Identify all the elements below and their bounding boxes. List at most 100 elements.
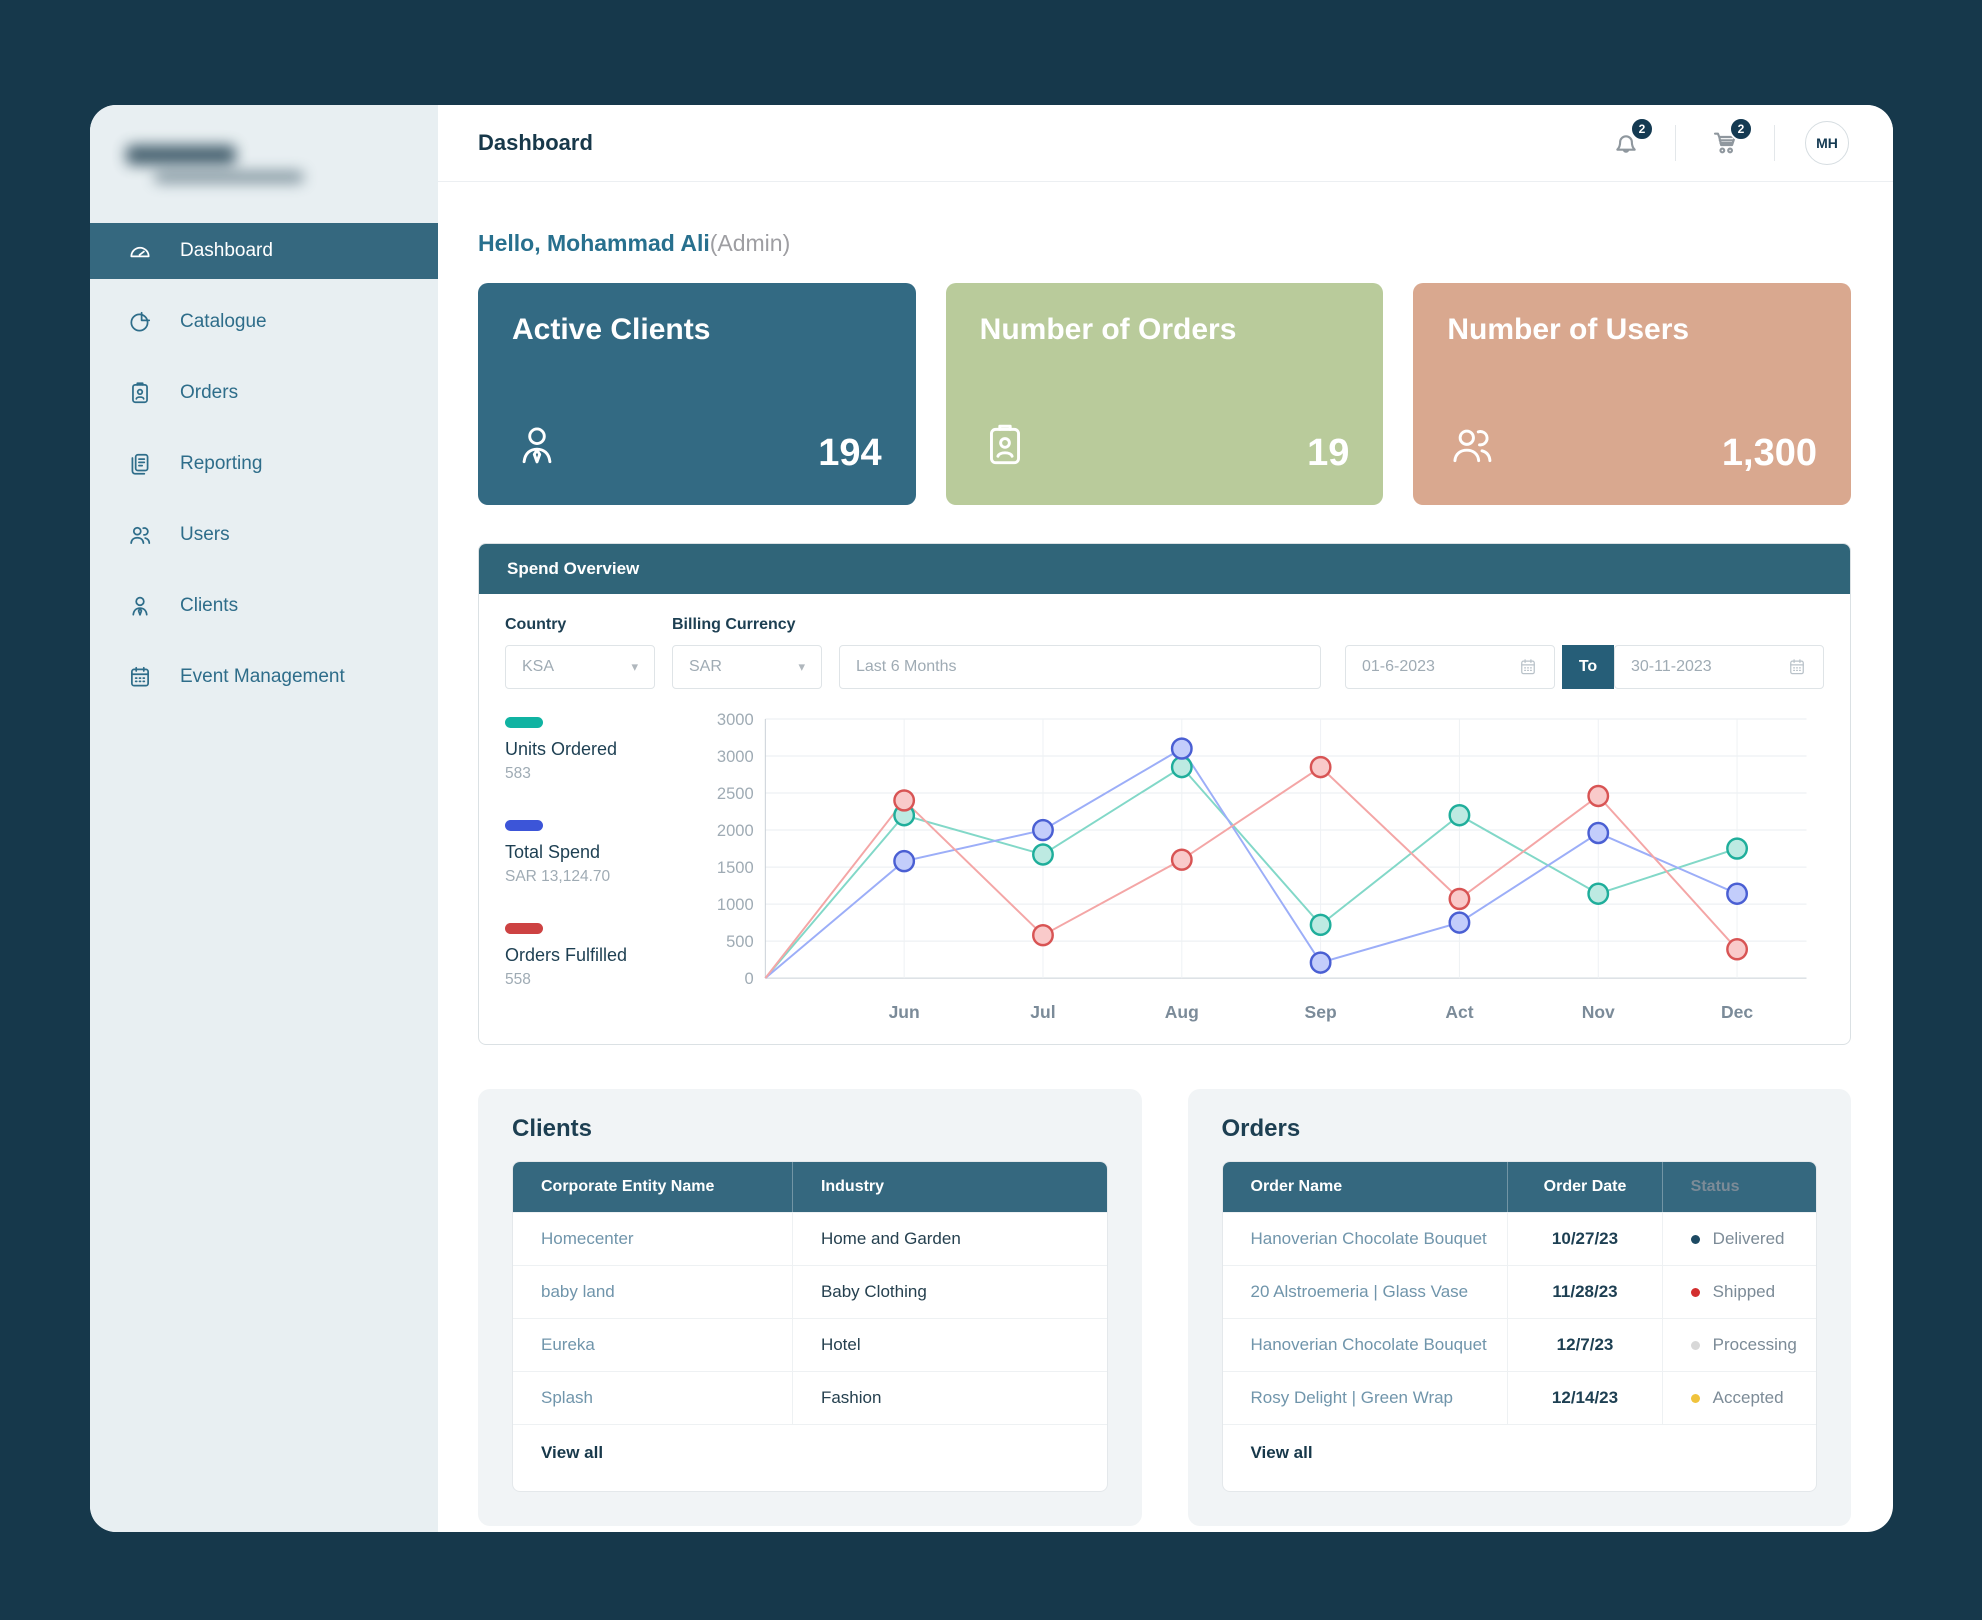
calendar-icon xyxy=(1790,659,1804,675)
currency-value: SAR xyxy=(689,658,722,675)
order-name-link[interactable]: Hanoverian Chocolate Bouquet xyxy=(1250,1335,1487,1354)
logo-blob xyxy=(154,171,304,183)
date-to-input[interactable]: 30-11-2023 xyxy=(1614,645,1824,689)
pie-chart-icon xyxy=(126,308,154,336)
legend-swatch xyxy=(505,923,543,934)
svg-text:3000: 3000 xyxy=(717,747,754,766)
svg-text:Act: Act xyxy=(1445,1002,1473,1022)
greeting: Hello, Mohammad Ali(Admin) xyxy=(478,230,1851,257)
status-dot xyxy=(1690,1393,1700,1403)
stat-card-title: Number of Orders xyxy=(979,313,1237,346)
date-range: 01-6-2023 To 30-11-2023 xyxy=(1345,645,1824,689)
svg-text:Jun: Jun xyxy=(889,1002,920,1022)
order-name-link[interactable]: Hanoverian Chocolate Bouquet xyxy=(1250,1229,1487,1248)
legend-label: Units Ordered xyxy=(505,739,618,759)
stat-card-value: 1,300 xyxy=(1721,432,1818,474)
sidebar-item-orders[interactable]: Orders xyxy=(90,365,438,421)
app-window: Dashboard Catalogue Orders Reporting xyxy=(90,105,1893,1532)
column-header: Order Name xyxy=(1250,1178,1343,1195)
legend-item-units-ordered: Units Ordered 583 xyxy=(505,717,691,783)
users-icon xyxy=(126,521,154,549)
clipboard-person-icon xyxy=(126,379,154,407)
client-name-link[interactable]: baby land xyxy=(541,1282,615,1301)
speedometer-icon xyxy=(126,237,154,265)
table-row: Homecenter Home and Garden xyxy=(513,1212,1107,1265)
notifications-button[interactable]: 2 xyxy=(1607,117,1654,162)
chevron-down-icon: ▾ xyxy=(631,659,638,674)
greeting-role: (Admin) xyxy=(709,230,791,256)
period-select[interactable]: Last 6 Months xyxy=(839,645,1321,689)
status-dot xyxy=(1690,1287,1700,1297)
bottom-tables: Clients Corporate Entity Name Industry H… xyxy=(478,1089,1851,1526)
divider xyxy=(1774,125,1775,161)
person-tie-icon xyxy=(126,592,154,620)
stat-card-title: Active Clients xyxy=(512,313,711,346)
sidebar-item-label: Reporting xyxy=(180,453,263,474)
divider xyxy=(1675,125,1676,161)
avatar[interactable]: MH xyxy=(1805,121,1849,165)
main-area: Dashboard 2 2 MH Hello, Mohammad Ali(Adm… xyxy=(438,105,1893,1532)
svg-text:Aug: Aug xyxy=(1165,1002,1199,1022)
status-badge: Delivered xyxy=(1712,1229,1785,1248)
sidebar-item-reporting[interactable]: Reporting xyxy=(90,436,438,492)
stat-card-number-of-users: Number of Users 1,300 xyxy=(1413,283,1852,505)
sidebar-item-users[interactable]: Users xyxy=(90,507,438,563)
clients-view-all-link[interactable]: View all xyxy=(513,1424,1107,1491)
sidebar-item-event-management[interactable]: Event Management xyxy=(90,649,438,705)
order-name-link[interactable]: Rosy Delight | Green Wrap xyxy=(1250,1388,1454,1407)
dashboard-content: Hello, Mohammad Ali(Admin) Active Client… xyxy=(438,182,1893,1532)
table-row: Hanoverian Chocolate Bouquet 10/27/23 De… xyxy=(1222,1212,1816,1265)
currency-select[interactable]: SAR ▾ xyxy=(672,645,822,689)
stat-card-number-of-orders: Number of Orders 19 xyxy=(945,283,1384,505)
stat-card-title: Number of Users xyxy=(1447,313,1690,346)
spend-overview-title: Spend Overview xyxy=(479,544,1850,594)
svg-text:Jul: Jul xyxy=(1030,1002,1055,1022)
sidebar-item-clients[interactable]: Clients xyxy=(90,578,438,634)
clients-table: Corporate Entity Name Industry Homecente… xyxy=(512,1161,1108,1492)
client-industry: Hotel xyxy=(820,1335,861,1354)
table-row: Eureka Hotel xyxy=(513,1318,1107,1371)
svg-text:0: 0 xyxy=(744,969,753,988)
page-title: Dashboard xyxy=(478,130,593,155)
clipboard-person-icon xyxy=(980,420,1030,475)
calendar-icon xyxy=(1521,659,1535,675)
column-header: Status xyxy=(1661,1162,1816,1212)
cart-button[interactable]: 2 xyxy=(1706,117,1753,162)
sidebar-item-catalogue[interactable]: Catalogue xyxy=(90,294,438,350)
column-header: Corporate Entity Name xyxy=(541,1178,715,1195)
legend-label: Total Spend xyxy=(505,842,601,862)
legend-item-orders-fulfilled: Orders Fulfilled 558 xyxy=(505,923,691,989)
clients-table-header: Corporate Entity Name Industry xyxy=(513,1162,1107,1212)
date-to-button[interactable]: To xyxy=(1562,645,1614,689)
order-date: 12/14/23 xyxy=(1551,1388,1619,1407)
svg-text:1000: 1000 xyxy=(717,895,754,914)
status-dot xyxy=(1690,1340,1700,1350)
spend-line-chart: 3000 3000 2500 2000 1500 1000 500 0 Jun Jul Aug Sep… xyxy=(717,710,1807,1022)
legend-value: 558 xyxy=(505,971,531,988)
country-select[interactable]: KSA ▾ xyxy=(505,645,655,689)
clients-panel: Clients Corporate Entity Name Industry H… xyxy=(478,1089,1142,1526)
chart-legend: Units Ordered 583 Total Spend SAR 13,124… xyxy=(505,709,691,1026)
legend-item-total-spend: Total Spend SAR 13,124.70 xyxy=(505,820,691,886)
legend-swatch xyxy=(505,820,543,831)
date-from-input[interactable]: 01-6-2023 xyxy=(1345,645,1555,689)
sidebar-item-dashboard[interactable]: Dashboard xyxy=(90,223,438,279)
orders-view-all-link[interactable]: View all xyxy=(1222,1424,1816,1491)
date-to-value: 30-11-2023 xyxy=(1631,658,1712,675)
chevron-down-icon: ▾ xyxy=(798,659,805,674)
documents-icon xyxy=(126,450,154,478)
stat-card-value: 194 xyxy=(818,432,882,474)
logo-blob xyxy=(126,145,236,165)
sidebar-item-label: Dashboard xyxy=(180,240,273,261)
client-industry: Home and Garden xyxy=(820,1229,961,1248)
status-badge: Processing xyxy=(1712,1335,1797,1354)
order-name-link[interactable]: 20 Alstroemeria | Glass Vase xyxy=(1250,1282,1469,1301)
client-name-link[interactable]: Splash xyxy=(541,1388,593,1407)
order-date: 12/7/23 xyxy=(1556,1335,1614,1354)
table-row: Splash Fashion xyxy=(513,1371,1107,1424)
table-row: 20 Alstroemeria | Glass Vase 11/28/23 Sh… xyxy=(1222,1265,1816,1318)
client-name-link[interactable]: Homecenter xyxy=(541,1229,634,1248)
client-name-link[interactable]: Eureka xyxy=(541,1335,595,1354)
calendar-icon xyxy=(126,663,154,691)
clients-title: Clients xyxy=(512,1115,593,1142)
